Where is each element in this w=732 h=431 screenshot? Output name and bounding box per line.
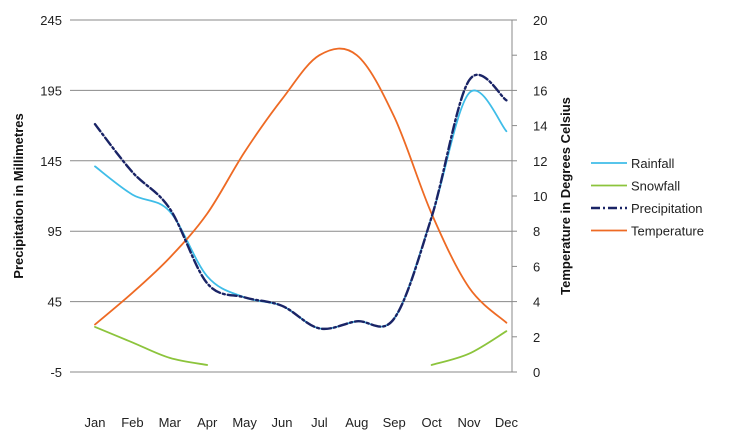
y-tick-label: 95	[48, 224, 62, 239]
legend-label-temperature: Temperature	[631, 224, 704, 239]
x-tick-label: Sep	[383, 415, 406, 430]
y2-tick-label: 12	[533, 154, 547, 169]
y2-tick-label: 10	[533, 189, 547, 204]
y-axis-title: Precipitation in Millimetres	[11, 113, 26, 278]
y2-tick-label: 14	[533, 119, 547, 134]
x-tick-label: Apr	[197, 415, 218, 430]
x-tick-label: Dec	[495, 415, 519, 430]
series-line-rainfall	[95, 90, 506, 328]
y2-tick-label: 20	[533, 13, 547, 28]
series-line-snowfall	[432, 331, 507, 365]
y2-tick-label: 4	[533, 295, 540, 310]
x-tick-label: Nov	[457, 415, 481, 430]
x-tick-label: Jun	[272, 415, 293, 430]
legend-label-precipitation: Precipitation	[631, 201, 703, 216]
y2-tick-label: 6	[533, 259, 540, 274]
x-tick-label: Feb	[121, 415, 143, 430]
legend-label-snowfall: Snowfall	[631, 179, 680, 194]
y-tick-label: 245	[40, 13, 62, 28]
y-tick-label: 145	[40, 154, 62, 169]
y2-tick-label: 16	[533, 83, 547, 98]
x-tick-label: Aug	[345, 415, 368, 430]
y-tick-label: 195	[40, 83, 62, 98]
x-tick-label: Jan	[85, 415, 106, 430]
y2-tick-label: 0	[533, 365, 540, 380]
y2-tick-label: 18	[533, 48, 547, 63]
x-tick-label: Mar	[159, 415, 182, 430]
y-tick-label: -5	[50, 365, 62, 380]
x-tick-label: Jul	[311, 415, 328, 430]
legend-label-rainfall: Rainfall	[631, 156, 674, 171]
y2-tick-label: 2	[533, 330, 540, 345]
series-line-snowfall	[95, 327, 207, 365]
x-tick-label: Oct	[421, 415, 442, 430]
y2-tick-label: 8	[533, 224, 540, 239]
x-tick-label: May	[232, 415, 257, 430]
y-tick-label: 45	[48, 295, 62, 310]
y2-axis-title: Temperature in Degrees Celsius	[558, 97, 573, 295]
